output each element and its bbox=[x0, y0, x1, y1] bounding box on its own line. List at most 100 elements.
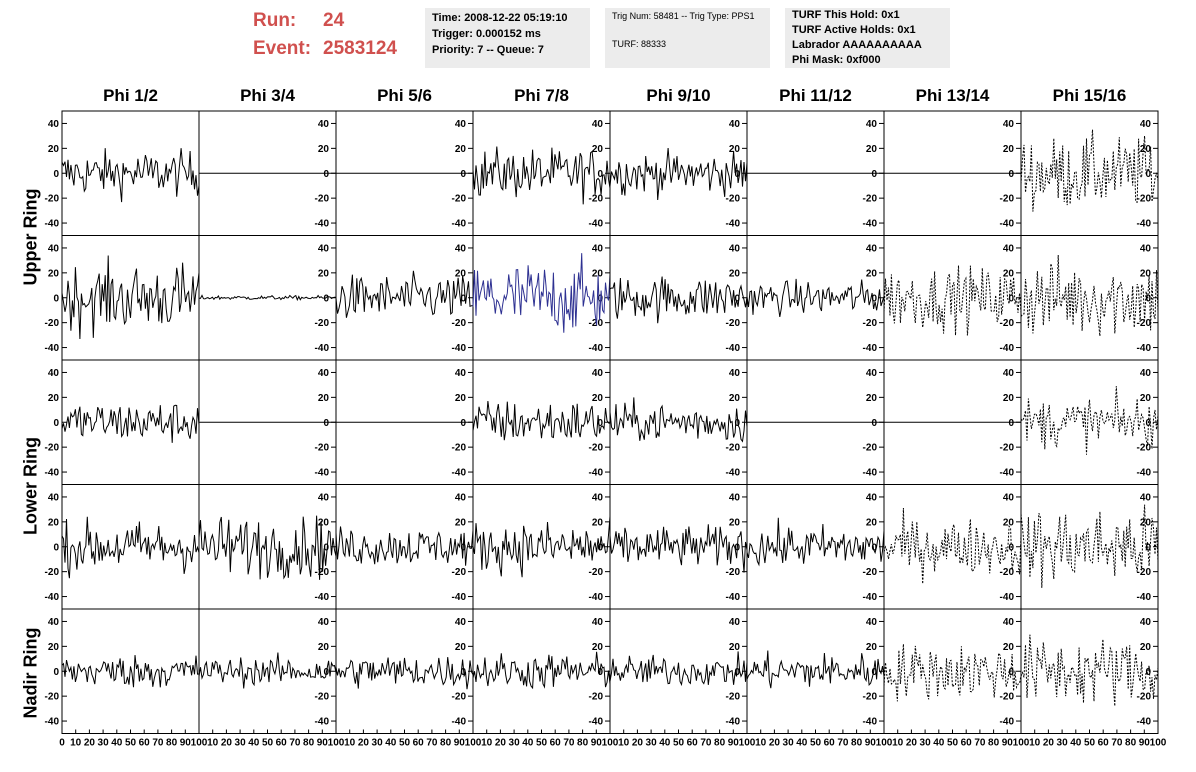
waveform-trace bbox=[61, 404, 200, 443]
x-tick-label: 50 bbox=[673, 738, 685, 749]
y-tick-label: -20 bbox=[1000, 194, 1015, 205]
x-tick-label: 90 bbox=[180, 738, 192, 749]
x-tick-label: 80 bbox=[303, 738, 315, 749]
trig-info-box: Trig Num: 58481 -- Trig Type: PPS1 TURF:… bbox=[605, 8, 770, 68]
y-tick-label: 40 bbox=[866, 368, 878, 379]
y-tick-label: 0 bbox=[323, 542, 329, 553]
x-tick-label: 50 bbox=[1084, 738, 1096, 749]
x-tick-label: 30 bbox=[783, 738, 795, 749]
y-tick-label: 20 bbox=[866, 144, 878, 155]
x-tick-label: 70 bbox=[974, 738, 986, 749]
x-tick-label: 30 bbox=[646, 738, 658, 749]
y-tick-label: -40 bbox=[45, 592, 60, 603]
col-title-6: Phi 11/12 bbox=[779, 86, 852, 105]
y-tick-label: 0 bbox=[871, 418, 877, 429]
y-tick-label: 20 bbox=[318, 517, 330, 528]
x-tick-label: 100 bbox=[465, 738, 482, 749]
turf-hold-line: TURF This Hold: 0x1 bbox=[792, 9, 900, 21]
col-title-4: Phi 7/8 bbox=[514, 86, 569, 105]
y-tick-label: 40 bbox=[866, 617, 878, 628]
y-tick-label: -20 bbox=[863, 318, 878, 329]
y-tick-label: -20 bbox=[315, 194, 330, 205]
y-tick-label: 20 bbox=[48, 517, 60, 528]
y-tick-label: -40 bbox=[863, 592, 878, 603]
trig-num-line: Trig Num: 58481 -- Trig Type: PPS1 bbox=[612, 11, 755, 21]
y-tick-label: 40 bbox=[592, 368, 604, 379]
y-tick-label: -40 bbox=[315, 717, 330, 728]
y-tick-label: 20 bbox=[592, 268, 604, 279]
y-tick-label: -40 bbox=[1137, 343, 1152, 354]
x-tick-label: 50 bbox=[947, 738, 959, 749]
y-tick-label: -20 bbox=[1000, 443, 1015, 454]
waveform-trace bbox=[609, 397, 748, 443]
y-tick-label: -20 bbox=[315, 692, 330, 703]
y-tick-label: 0 bbox=[597, 418, 603, 429]
y-tick-label: -40 bbox=[589, 343, 604, 354]
y-tick-label: -20 bbox=[863, 567, 878, 578]
y-tick-label: 0 bbox=[1008, 293, 1014, 304]
y-tick-label: 0 bbox=[460, 293, 466, 304]
waveform-trace bbox=[198, 652, 337, 689]
x-tick-label: 90 bbox=[1002, 738, 1014, 749]
y-tick-label: -40 bbox=[452, 219, 467, 230]
x-tick-label: 40 bbox=[933, 738, 945, 749]
waveform-trace bbox=[1020, 129, 1159, 212]
y-tick-label: 20 bbox=[1003, 268, 1015, 279]
y-tick-label: 0 bbox=[460, 418, 466, 429]
x-tick-label: 10 bbox=[481, 738, 493, 749]
x-tick-label: 90 bbox=[1139, 738, 1151, 749]
x-tick-label: 100 bbox=[876, 738, 893, 749]
col-title-3: Phi 5/6 bbox=[377, 86, 432, 105]
x-tick-label: 10 bbox=[892, 738, 904, 749]
y-tick-label: 20 bbox=[1140, 393, 1152, 404]
panel-frame bbox=[609, 608, 748, 734]
x-tick-label: 20 bbox=[632, 738, 644, 749]
y-tick-label: -40 bbox=[452, 343, 467, 354]
y-tick-label: -20 bbox=[315, 443, 330, 454]
y-tick-label: 20 bbox=[48, 268, 60, 279]
x-tick-label: 60 bbox=[961, 738, 973, 749]
x-tick-label: 20 bbox=[769, 738, 781, 749]
run-value: 24 bbox=[323, 10, 345, 31]
y-tick-label: 40 bbox=[48, 243, 60, 254]
waveform-trace bbox=[61, 255, 200, 340]
x-tick-label: 50 bbox=[810, 738, 822, 749]
x-tick-label: 60 bbox=[1098, 738, 1110, 749]
y-tick-label: -20 bbox=[45, 318, 60, 329]
y-tick-label: 20 bbox=[455, 393, 467, 404]
x-tick-label: 80 bbox=[988, 738, 1000, 749]
x-tick-label: 70 bbox=[837, 738, 849, 749]
waveform-trace bbox=[1020, 254, 1159, 337]
y-tick-label: 40 bbox=[455, 617, 467, 628]
y-tick-label: 40 bbox=[1003, 243, 1015, 254]
y-tick-label: -40 bbox=[1137, 219, 1152, 230]
y-tick-label: 40 bbox=[866, 119, 878, 130]
x-tick-label: 60 bbox=[139, 738, 151, 749]
x-tick-label: 70 bbox=[1111, 738, 1123, 749]
y-tick-label: -40 bbox=[1000, 219, 1015, 230]
y-tick-label: -40 bbox=[863, 343, 878, 354]
x-tick-label: 70 bbox=[700, 738, 712, 749]
y-tick-label: -20 bbox=[452, 692, 467, 703]
y-tick-label: -40 bbox=[452, 468, 467, 479]
y-tick-label: 40 bbox=[455, 119, 467, 130]
y-tick-label: 20 bbox=[1003, 144, 1015, 155]
waveform-trace bbox=[472, 253, 611, 333]
y-tick-label: 0 bbox=[53, 667, 59, 678]
y-tick-label: 40 bbox=[455, 368, 467, 379]
x-tick-label: 90 bbox=[454, 738, 466, 749]
x-tick-label: 80 bbox=[851, 738, 863, 749]
y-tick-label: 0 bbox=[53, 542, 59, 553]
y-tick-label: 0 bbox=[53, 293, 59, 304]
y-tick-label: -20 bbox=[863, 692, 878, 703]
y-tick-label: 20 bbox=[1140, 268, 1152, 279]
y-tick-label: -40 bbox=[1000, 592, 1015, 603]
y-tick-label: -20 bbox=[45, 692, 60, 703]
y-tick-label: 40 bbox=[48, 368, 60, 379]
y-tick-label: -20 bbox=[589, 443, 604, 454]
y-tick-label: 20 bbox=[592, 144, 604, 155]
y-tick-label: 0 bbox=[871, 667, 877, 678]
y-tick-label: -40 bbox=[1000, 468, 1015, 479]
y-tick-label: -40 bbox=[1000, 343, 1015, 354]
